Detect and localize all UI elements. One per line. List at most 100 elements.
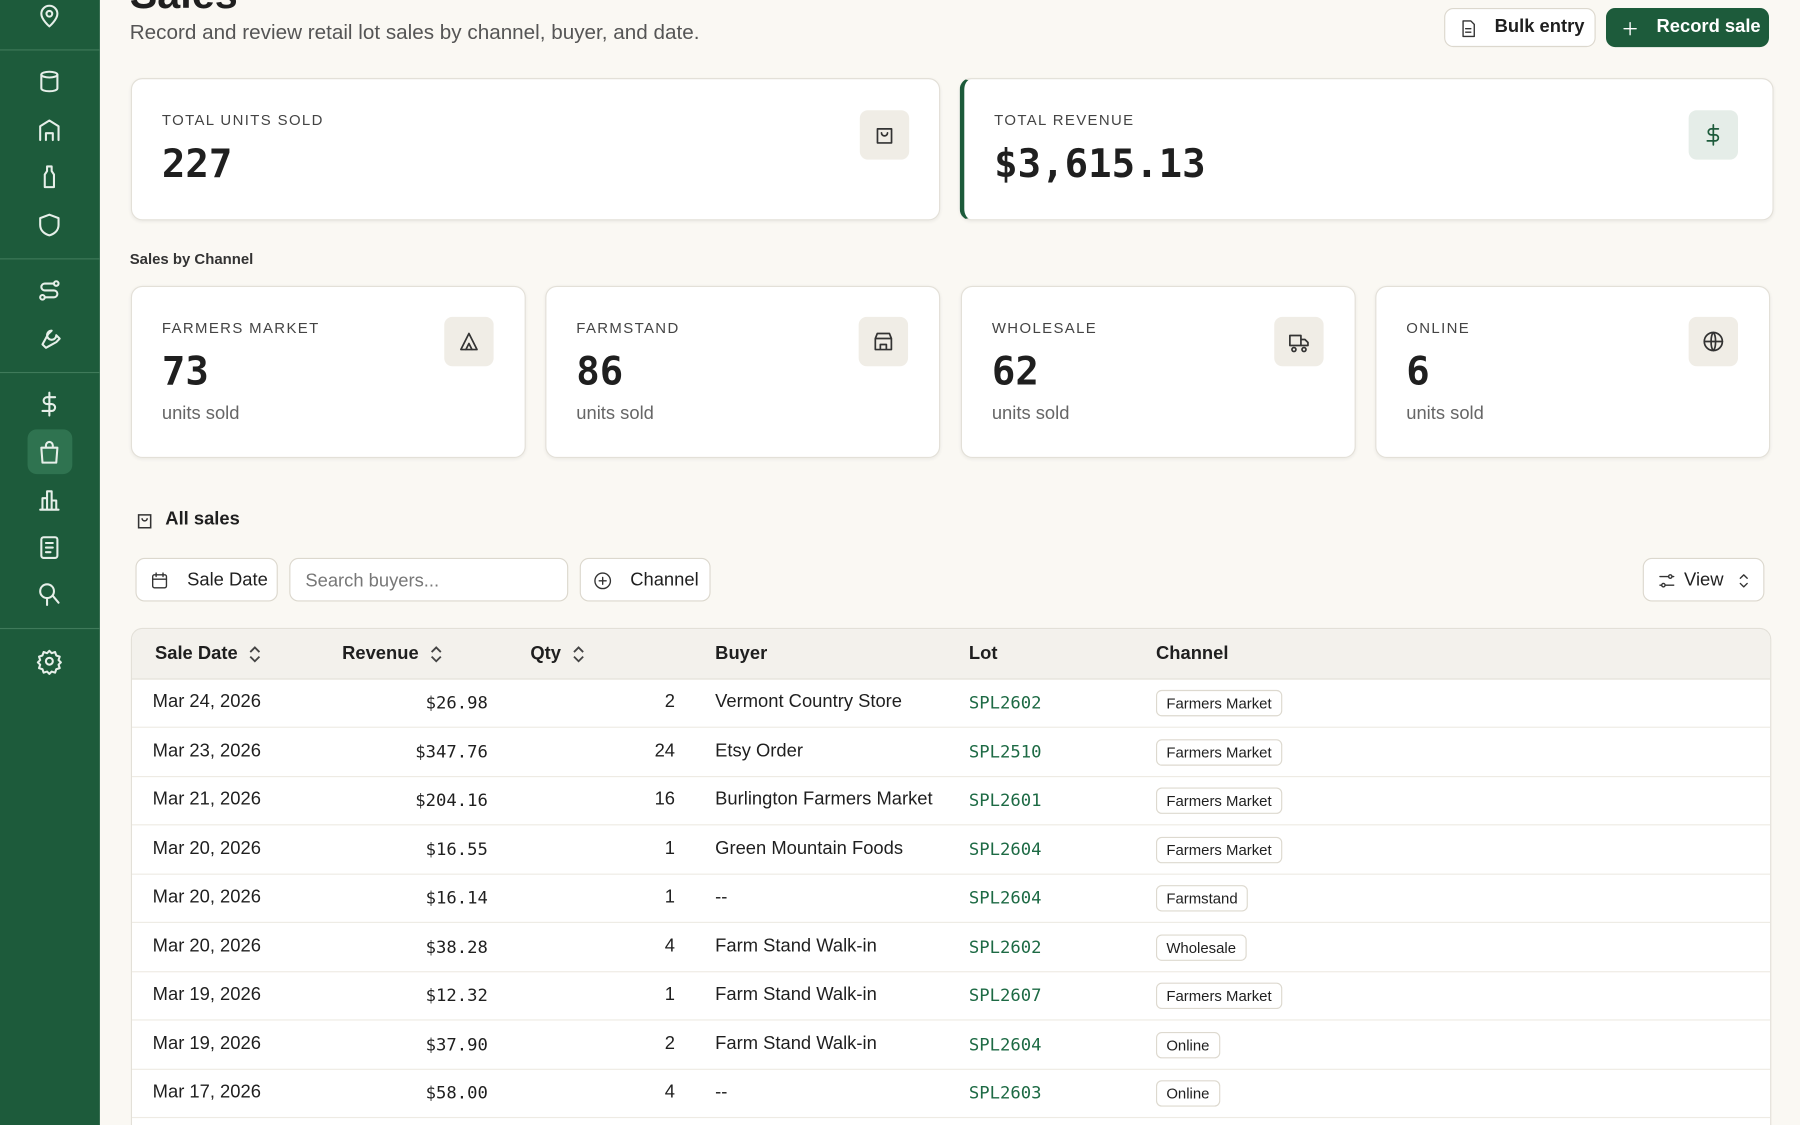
nav-icon[interactable] <box>36 163 64 191</box>
sale-date: Mar 17, 2026 <box>152 1082 261 1103</box>
nav-icon[interactable] <box>36 390 64 418</box>
lot-link[interactable]: SPL2510 <box>968 741 1042 762</box>
channel-unit: units sold <box>161 404 240 424</box>
divider <box>0 371 100 374</box>
nav-icon[interactable] <box>36 68 64 96</box>
stat-value: 227 <box>161 141 233 188</box>
stat-value: $3,615.13 <box>994 141 1206 188</box>
sales-table: Sale Date Revenue Qty Buyer Lot Channel Mar 24… <box>130 627 1772 1125</box>
buyer: Farm Stand Walk-in <box>715 984 877 1005</box>
nav-icon[interactable] <box>36 324 64 352</box>
column-header: Lot <box>968 644 998 664</box>
record-sale-button[interactable]: Record sale <box>1605 8 1770 48</box>
channel-badge: Online <box>1155 1031 1220 1058</box>
table-row <box>132 971 1771 1021</box>
nav-icon[interactable] <box>36 2 64 30</box>
qty: 16 <box>654 789 675 810</box>
table-header <box>132 629 1771 680</box>
nav-icon[interactable] <box>36 211 64 239</box>
lot-link[interactable]: SPL2607 <box>968 984 1042 1006</box>
sort-icon <box>428 644 444 665</box>
search-input[interactable]: Search buyers... <box>289 557 569 602</box>
lot-link[interactable]: SPL2602 <box>968 692 1042 713</box>
channel-unit: units sold <box>1406 404 1484 424</box>
lot-link[interactable]: SPL2603 <box>968 1082 1042 1104</box>
table-row <box>132 776 1771 826</box>
sale-date: Mar 21, 2026 <box>152 789 261 810</box>
channel-card: FARMERS MARKET 73 units sold <box>130 285 526 459</box>
stat-card: TOTAL UNITS SOLD 227 <box>130 78 941 221</box>
lot-link[interactable]: SPL2602 <box>968 936 1042 957</box>
revenue: $26.98 <box>425 692 488 713</box>
revenue: $58.00 <box>425 1082 488 1104</box>
column-header[interactable]: Sale Date <box>154 644 238 664</box>
lot-link[interactable]: SPL2604 <box>968 838 1042 860</box>
channel-badge: Farmstand <box>1155 885 1248 912</box>
button-label: Bulk entry <box>1494 17 1585 37</box>
revenue: $37.90 <box>425 1033 488 1055</box>
channel-icon <box>1688 316 1739 367</box>
nav-icon[interactable] <box>36 116 64 144</box>
stat-icon <box>1688 110 1739 160</box>
section-icon <box>137 514 152 529</box>
stat-card: TOTAL REVENUE $3,615.13 <box>959 78 1774 221</box>
search-placeholder: Search buyers... <box>305 571 440 592</box>
nav-icon[interactable] <box>36 277 64 305</box>
sale-date: Mar 19, 2026 <box>152 984 261 1005</box>
sort-icon <box>571 644 587 665</box>
qty: 1 <box>664 838 675 859</box>
nav-icon[interactable] <box>36 647 64 675</box>
lot-link[interactable]: SPL2604 <box>968 887 1042 909</box>
view-button[interactable]: View <box>1642 557 1765 602</box>
sort-icon <box>247 644 263 665</box>
divider <box>0 258 100 260</box>
button-label: Record sale <box>1656 17 1761 37</box>
revenue: $38.28 <box>425 936 488 957</box>
filter-label: Channel <box>630 570 699 591</box>
channel-label: WHOLESALE <box>991 319 1098 337</box>
section-title: Sales by Channel <box>129 250 254 268</box>
lot-link[interactable]: SPL2601 <box>968 789 1042 811</box>
bulk-entry-button[interactable]: Bulk entry <box>1444 8 1596 48</box>
nav-icon[interactable] <box>36 486 64 514</box>
channel-value: 62 <box>991 348 1039 395</box>
filter-label: View <box>1684 570 1724 591</box>
stat-label: TOTAL UNITS SOLD <box>161 111 324 129</box>
buyer: Farm Stand Walk-in <box>715 1033 877 1054</box>
table-row <box>132 825 1771 875</box>
channel-filter[interactable]: Channel <box>579 557 711 602</box>
qty: 2 <box>664 692 675 712</box>
nav-icon[interactable] <box>36 581 64 609</box>
channel-icon <box>1274 316 1324 367</box>
buyer: Farm Stand Walk-in <box>715 936 877 956</box>
table-row <box>132 678 1771 728</box>
table-row <box>132 922 1771 972</box>
stat-icon <box>859 110 910 160</box>
divider <box>0 627 100 630</box>
divider <box>0 49 100 51</box>
date-filter[interactable]: Sale Date <box>135 557 278 602</box>
column-header: Buyer <box>715 644 768 664</box>
nav-icon[interactable] <box>36 439 64 467</box>
channel-badge: Farmers Market <box>1155 787 1282 814</box>
nav-icon[interactable] <box>36 534 64 562</box>
sale-date: Mar 19, 2026 <box>152 1033 261 1054</box>
qty: 24 <box>654 741 675 761</box>
column-header[interactable]: Revenue <box>342 644 419 664</box>
buyer: Vermont Country Store <box>715 692 903 712</box>
sidebar <box>0 0 100 1125</box>
sale-date: Mar 20, 2026 <box>152 936 261 956</box>
channel-label: FARMSTAND <box>576 319 680 337</box>
revenue: $16.55 <box>425 838 488 860</box>
channel-badge: Farmers Market <box>1155 689 1282 717</box>
channel-icon <box>444 316 494 367</box>
channel-unit: units sold <box>576 404 654 424</box>
channel-value: 6 <box>1406 348 1430 395</box>
qty: 4 <box>664 1082 675 1103</box>
column-header[interactable]: Qty <box>530 644 561 664</box>
channel-card: FARMSTAND 86 units sold <box>545 285 941 459</box>
sale-date: Mar 20, 2026 <box>152 887 261 907</box>
sale-date: Mar 23, 2026 <box>152 741 261 761</box>
lot-link[interactable]: SPL2604 <box>968 1033 1042 1055</box>
